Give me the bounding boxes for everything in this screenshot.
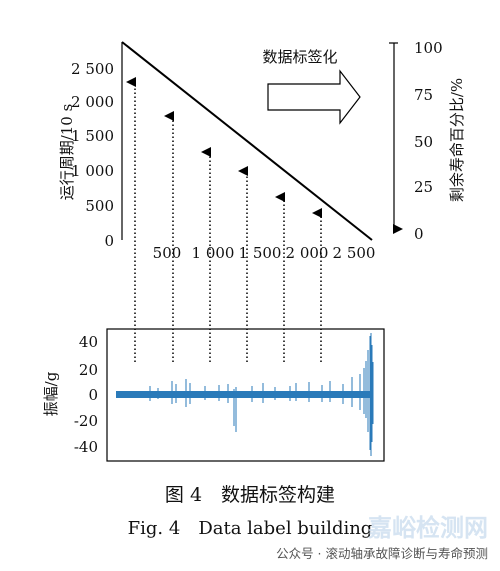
x-tick-500: 500 xyxy=(153,244,182,262)
x-tick-2000: 2 000 xyxy=(286,244,329,262)
rul-axis-label: 剩余寿命百分比/% xyxy=(448,78,466,202)
watermark-text: 嘉峪检测网 xyxy=(368,514,488,542)
footer-source: 公众号 · 滚动轴承故障诊断与寿命预测 xyxy=(276,546,488,561)
top-y-axis-label: 运行周期/10 s xyxy=(58,104,76,201)
life-degradation-line xyxy=(121,41,373,241)
transform-block-arrow xyxy=(267,69,361,125)
amp-tick-n40: -40 xyxy=(74,438,98,456)
labelling-text: 数据标签化 xyxy=(262,48,337,66)
y-tick-500: 500 xyxy=(85,197,114,215)
amp-tick-20: 20 xyxy=(79,361,98,379)
y-tick-2000: 2 000 xyxy=(71,93,114,111)
x-tick-1000: 1 000 xyxy=(192,244,235,262)
signal-y-ticks: 40 20 0 -20 -40 xyxy=(74,333,98,456)
vibration-signal xyxy=(116,333,374,456)
amp-tick-40: 40 xyxy=(79,333,98,351)
top-x-ticks: 500 1 000 1 500 2 000 2 500 xyxy=(153,244,376,262)
x-tick-1500: 1 500 xyxy=(239,244,282,262)
y-tick-1500: 1 500 xyxy=(71,127,114,145)
amp-tick-n20: -20 xyxy=(74,412,98,430)
rul-tick-50: 50 xyxy=(414,133,433,151)
amplitude-axis-label: 振幅/g xyxy=(42,371,60,416)
signal-frame xyxy=(106,328,385,462)
y-tick-1000: 1 000 xyxy=(71,162,114,180)
bottom-panel: 40 20 0 -20 -40 振幅/g xyxy=(42,328,385,462)
caption-chinese: 图 4 数据标签构建 xyxy=(164,484,336,506)
rul-tick-75: 75 xyxy=(414,86,433,104)
caption-english: Fig. 4 Data label building xyxy=(127,518,373,539)
x-tick-2500: 2 500 xyxy=(333,244,376,262)
amp-tick-0: 0 xyxy=(88,386,98,404)
top-panel: 2 500 2 000 1 500 1 000 500 0 运行周期/10 s … xyxy=(58,39,466,262)
y-tick-0: 0 xyxy=(104,232,114,250)
rul-axis: 100 75 50 25 0 剩余寿命百分比/% xyxy=(389,39,466,243)
rul-tick-100: 100 xyxy=(414,39,443,57)
y-tick-2500: 2 500 xyxy=(71,60,114,78)
mapping-arrows xyxy=(126,77,322,362)
rul-tick-0: 0 xyxy=(414,225,424,243)
rul-tick-25: 25 xyxy=(414,178,433,196)
top-y-ticks: 2 500 2 000 1 500 1 000 500 0 xyxy=(71,60,114,250)
